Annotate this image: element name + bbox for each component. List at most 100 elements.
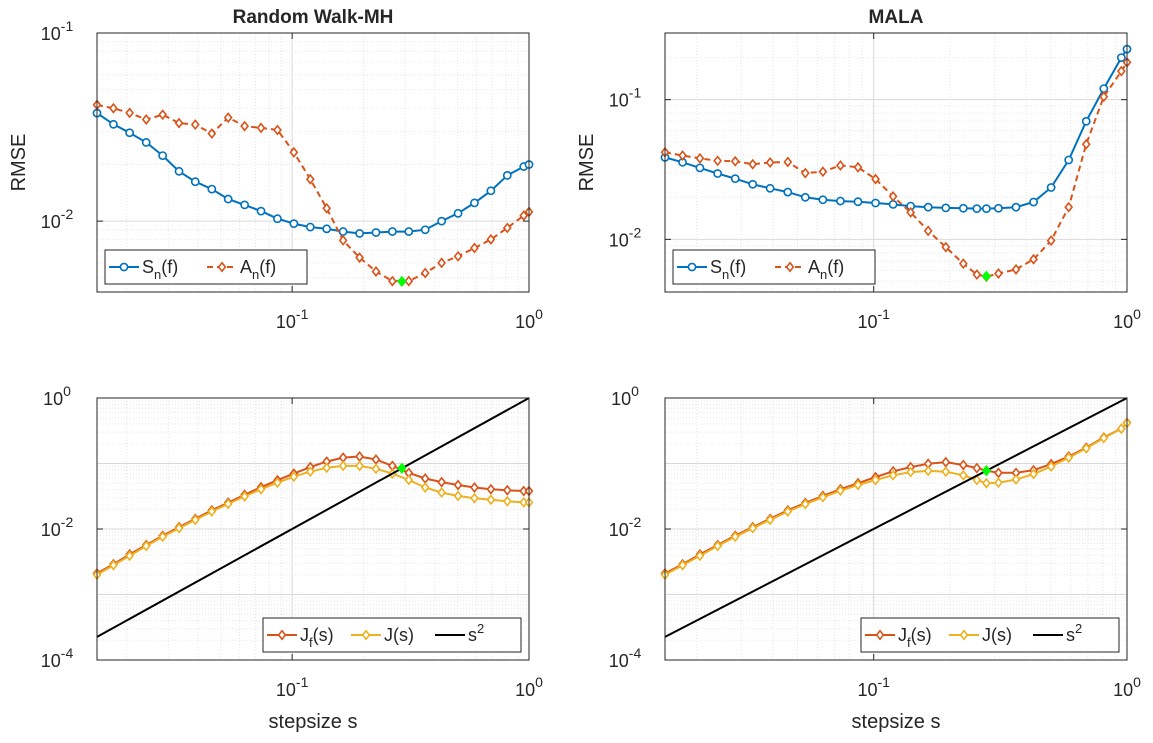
axes-frame: [96, 32, 530, 293]
data-point: [289, 219, 299, 229]
legend-label-main: A: [808, 257, 820, 277]
data-point: [273, 124, 282, 136]
data-point: [289, 471, 299, 483]
legend-label-sub: f: [309, 635, 313, 650]
data-point: [486, 494, 496, 506]
tick-exponent: -1: [877, 674, 890, 690]
data-point: [800, 498, 810, 510]
legend-box: [262, 617, 522, 653]
legend-label-sub: n: [820, 267, 827, 282]
data-point: [125, 550, 135, 562]
legend-label-tail: (s): [393, 625, 414, 645]
data-point: [371, 265, 381, 277]
tick-exponent: -2: [61, 514, 74, 530]
x-tick-label: 10-1: [276, 306, 309, 332]
data-point: [713, 540, 723, 552]
data-point: [470, 198, 479, 208]
data-point: [730, 174, 740, 184]
data-point: [141, 138, 151, 147]
data-point: [982, 477, 991, 489]
legend-label: Sn(f): [710, 257, 746, 282]
data-point: [853, 161, 863, 173]
data-point: [994, 203, 1003, 213]
legend-label-main: s: [468, 625, 477, 645]
legend-label-main: S: [142, 257, 154, 277]
tick-exponent: 0: [1133, 674, 1141, 690]
data-point: [338, 227, 348, 236]
y-tick-label: 10-1: [41, 18, 74, 44]
data-point: [958, 469, 968, 481]
data-point: [994, 467, 1003, 479]
data-point: [502, 495, 512, 507]
data-point: [1099, 432, 1109, 444]
data-point: [871, 173, 880, 185]
legend-label-main: J: [982, 625, 991, 645]
data-point: [1064, 155, 1074, 165]
y-tick-label: 10-1: [609, 85, 642, 111]
series-line-2: [96, 397, 530, 638]
legend: Jf(s) J(s) s2: [860, 617, 1120, 653]
legend-label-main: A: [240, 257, 252, 277]
data-point: [240, 200, 250, 210]
data-point: [207, 128, 217, 140]
data-point: [1081, 442, 1091, 454]
data-point: [818, 491, 828, 503]
data-point: [470, 242, 479, 254]
series-group: [660, 44, 1132, 283]
data-point: [958, 203, 968, 213]
data-point: [678, 150, 687, 162]
data-point: [1116, 423, 1126, 435]
data-point: [906, 206, 916, 218]
legend-swatch-marker: [875, 629, 885, 641]
legend-swatch-marker: [687, 262, 697, 272]
series-group: [660, 397, 1132, 638]
data-point: [923, 225, 933, 237]
data-point: [853, 197, 863, 207]
data-point: [141, 113, 151, 125]
legend-label: s2: [1066, 621, 1082, 645]
tick-base: 10: [41, 24, 61, 44]
data-point: [1011, 263, 1021, 275]
chart-title: MALA: [869, 7, 924, 28]
data-point: [174, 117, 184, 129]
data-point: [888, 469, 898, 481]
data-point: [322, 202, 332, 214]
tick-exponent: -2: [629, 514, 642, 530]
data-point: [273, 477, 282, 489]
tick-base: 10: [857, 312, 877, 332]
data-point: [502, 222, 512, 234]
data-point: [783, 187, 793, 197]
highlight-point: [981, 270, 992, 282]
data-point: [958, 258, 968, 270]
data-point: [486, 233, 496, 245]
data-point: [109, 102, 118, 114]
data-point: [923, 465, 933, 477]
y-axis-label: RMSE: [576, 134, 598, 192]
tick-base: 10: [1113, 680, 1133, 700]
tick-base: 10: [41, 520, 61, 540]
data-point: [190, 177, 200, 187]
data-point: [305, 222, 315, 232]
data-point: [888, 190, 898, 202]
legend-label: J(s): [384, 625, 414, 645]
data-point: [519, 210, 529, 222]
data-point: [420, 267, 430, 279]
series-line-2: [664, 397, 1128, 638]
tick-exponent: -1: [629, 85, 642, 101]
x-tick-label: 10-1: [857, 306, 890, 332]
data-point: [190, 514, 200, 526]
data-point: [958, 459, 968, 471]
tick-exponent: -2: [629, 224, 642, 240]
data-point: [1064, 452, 1074, 464]
legend-label-tail: (f): [259, 257, 276, 277]
tick-exponent: 0: [631, 383, 639, 399]
x-axis-label: stepsize s: [269, 711, 358, 733]
data-point: [437, 257, 447, 269]
data-point: [371, 228, 381, 237]
data-point: [783, 156, 793, 168]
tick-exponent: 0: [535, 306, 543, 322]
legend-label-main: J: [384, 625, 393, 645]
